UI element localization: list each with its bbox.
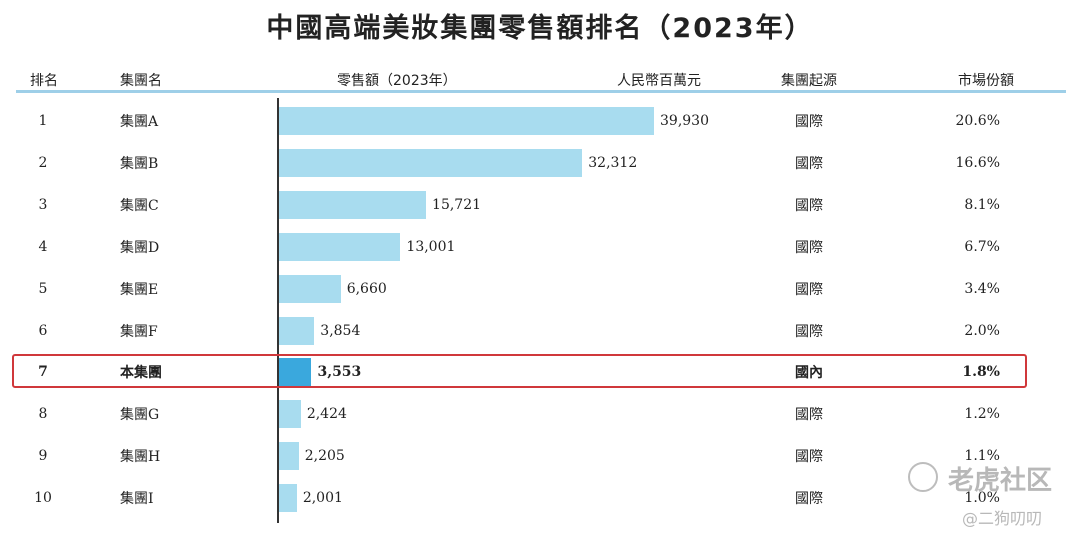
share-label: 1.2%	[964, 406, 1000, 423]
bar	[278, 316, 315, 345]
origin-label: 國際	[795, 449, 823, 466]
group-label: 集團G	[120, 407, 160, 424]
header-group: 集團名	[120, 73, 162, 89]
rank-label: 7	[38, 364, 48, 381]
bar	[278, 232, 401, 261]
rank-label: 10	[34, 490, 52, 507]
rank-label: 5	[38, 280, 48, 297]
bar-value-label: 2,205	[304, 448, 345, 465]
header-share: 市場份額	[958, 73, 1014, 89]
header-unit: 人民幣百萬元	[617, 73, 701, 89]
watermark-logo-icon	[908, 462, 938, 492]
rank-label: 3	[38, 196, 48, 213]
bar	[278, 484, 297, 513]
share-label: 3.4%	[964, 280, 1000, 297]
share-label: 8.1%	[964, 196, 1000, 213]
group-label: 集團F	[120, 323, 158, 340]
bar-value-label: 15,721	[432, 196, 482, 213]
origin-label: 國際	[795, 491, 823, 508]
bar	[278, 107, 654, 135]
share-label: 1.0%	[964, 490, 1000, 507]
rank-label: 6	[38, 322, 48, 339]
bar	[278, 190, 427, 219]
bar-value-label: 2,001	[302, 490, 343, 507]
share-label: 2.0%	[964, 322, 1000, 339]
origin-label: 國際	[795, 407, 823, 424]
bar-value-label: 3,553	[317, 364, 362, 381]
header-rule	[16, 90, 1066, 93]
group-label: 集團B	[120, 155, 159, 172]
group-label: 集團E	[120, 281, 159, 298]
rank-label: 8	[38, 406, 48, 423]
group-label: 集團C	[120, 197, 159, 214]
origin-label: 國內	[795, 365, 823, 382]
group-label: 集團D	[120, 239, 160, 256]
share-label: 1.1%	[964, 448, 1000, 465]
origin-label: 國際	[795, 114, 823, 130]
share-label: 6.7%	[964, 238, 1000, 255]
group-label: 集團I	[120, 491, 154, 508]
bar-value-label: 2,424	[306, 406, 347, 423]
origin-label: 國際	[795, 197, 823, 214]
group-label: 集團A	[120, 114, 159, 130]
rank-label: 2	[38, 154, 48, 171]
bar	[278, 358, 312, 387]
rank-label: 9	[38, 448, 48, 465]
bar-value-label: 3,854	[320, 322, 361, 339]
chart-title: 中國高端美妝集團零售額排名（2023年）	[266, 13, 814, 44]
header-origin: 集團起源	[781, 73, 837, 89]
watermark-brand: 老虎社区	[948, 466, 1053, 496]
header-rank: 排名	[30, 73, 58, 89]
bar-value-label: 13,001	[406, 238, 456, 255]
origin-label: 國際	[795, 239, 823, 256]
share-label: 16.6%	[955, 154, 1000, 171]
watermark-handle: @二狗叨叨	[962, 509, 1043, 528]
bar	[278, 442, 299, 471]
origin-label: 國際	[795, 281, 823, 298]
bar	[278, 148, 583, 177]
bar-value-label: 6,660	[346, 280, 387, 297]
bar	[278, 400, 301, 429]
share-label: 20.6%	[955, 113, 1000, 129]
rank-label: 4	[38, 238, 48, 255]
share-label: 1.8%	[962, 364, 1000, 381]
bar-value-label: 32,312	[588, 154, 638, 171]
rank-label: 1	[38, 113, 48, 129]
origin-label: 國際	[795, 155, 823, 172]
origin-label: 國際	[795, 323, 823, 340]
bar-value-label: 39,930	[660, 113, 709, 129]
group-label: 集團H	[120, 449, 161, 466]
group-label: 本集團	[120, 365, 162, 382]
bar	[278, 274, 341, 303]
highlight-box	[12, 354, 1027, 388]
header-sales: 零售額（2023年）	[337, 73, 457, 89]
y-axis-line	[277, 98, 279, 523]
